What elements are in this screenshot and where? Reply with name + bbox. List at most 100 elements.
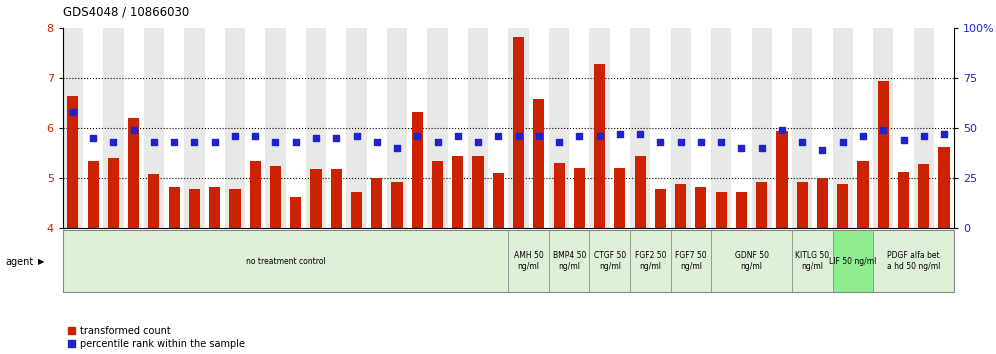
Bar bbox=[813, 28, 833, 228]
Bar bbox=[411, 112, 423, 228]
Text: ▶: ▶ bbox=[38, 257, 45, 267]
Bar bbox=[893, 28, 913, 228]
Text: LIF 50 ng/ml: LIF 50 ng/ml bbox=[830, 257, 876, 266]
Bar bbox=[306, 28, 326, 228]
Point bbox=[511, 133, 527, 139]
Bar bbox=[670, 28, 691, 228]
Bar bbox=[731, 28, 752, 228]
Bar bbox=[529, 28, 549, 228]
Point bbox=[794, 139, 810, 145]
Bar bbox=[817, 178, 828, 228]
Point bbox=[915, 133, 931, 139]
Text: FGF7 50
ng/ml: FGF7 50 ng/ml bbox=[675, 251, 706, 271]
Bar bbox=[245, 28, 265, 228]
Text: GDS4048 / 10866030: GDS4048 / 10866030 bbox=[63, 5, 189, 18]
Bar bbox=[128, 118, 139, 228]
Bar bbox=[347, 28, 367, 228]
Bar bbox=[590, 28, 610, 228]
Point bbox=[490, 133, 506, 139]
Point bbox=[531, 133, 547, 139]
Bar bbox=[164, 28, 184, 228]
Bar bbox=[367, 28, 386, 228]
Bar bbox=[736, 192, 747, 228]
Point bbox=[875, 127, 891, 133]
Bar bbox=[938, 147, 949, 228]
Bar bbox=[209, 187, 220, 228]
Point bbox=[835, 139, 851, 145]
Bar bbox=[711, 28, 731, 228]
Point bbox=[125, 127, 141, 133]
Bar bbox=[594, 64, 606, 228]
Legend: transformed count, percentile rank within the sample: transformed count, percentile rank withi… bbox=[68, 326, 245, 349]
Text: PDGF alfa bet
a hd 50 ng/ml: PDGF alfa bet a hd 50 ng/ml bbox=[887, 251, 940, 271]
Text: CTGF 50
ng/ml: CTGF 50 ng/ml bbox=[594, 251, 625, 271]
Bar bbox=[68, 96, 79, 228]
Bar bbox=[630, 28, 650, 228]
Bar bbox=[533, 99, 545, 228]
Bar bbox=[168, 187, 179, 228]
Bar bbox=[290, 197, 302, 228]
Point bbox=[227, 133, 243, 139]
Bar bbox=[108, 158, 119, 228]
Text: AMH 50
ng/ml: AMH 50 ng/ml bbox=[514, 251, 544, 271]
Bar bbox=[838, 184, 849, 228]
Point bbox=[612, 131, 627, 137]
Bar bbox=[918, 164, 929, 228]
Bar bbox=[772, 28, 792, 228]
Bar bbox=[756, 182, 767, 228]
Bar bbox=[189, 189, 200, 228]
Bar bbox=[792, 28, 813, 228]
Bar bbox=[858, 161, 869, 228]
Bar bbox=[634, 156, 645, 228]
Bar bbox=[311, 169, 322, 228]
Bar bbox=[715, 192, 727, 228]
Bar bbox=[432, 161, 443, 228]
Point bbox=[470, 139, 486, 145]
Point bbox=[369, 139, 384, 145]
Point bbox=[329, 136, 345, 141]
Bar bbox=[873, 230, 954, 292]
Bar bbox=[184, 28, 204, 228]
Bar bbox=[873, 28, 893, 228]
Point bbox=[106, 139, 122, 145]
Bar bbox=[513, 37, 524, 228]
Bar bbox=[488, 28, 508, 228]
Point bbox=[652, 139, 668, 145]
Bar bbox=[549, 230, 590, 292]
Point bbox=[672, 139, 688, 145]
Bar bbox=[391, 182, 402, 228]
Point bbox=[754, 145, 770, 151]
Bar bbox=[124, 28, 143, 228]
Bar bbox=[83, 28, 104, 228]
Point bbox=[409, 133, 425, 139]
Bar bbox=[549, 28, 570, 228]
Point bbox=[65, 109, 81, 115]
Bar bbox=[372, 178, 382, 228]
Point bbox=[936, 131, 952, 137]
Bar bbox=[508, 28, 529, 228]
Point bbox=[308, 136, 324, 141]
Bar bbox=[590, 230, 630, 292]
Bar bbox=[913, 28, 934, 228]
Point bbox=[207, 139, 223, 145]
Bar bbox=[670, 230, 711, 292]
Point bbox=[733, 145, 749, 151]
Point bbox=[146, 139, 162, 145]
Bar bbox=[752, 28, 772, 228]
Bar bbox=[225, 28, 245, 228]
Point bbox=[774, 127, 790, 133]
Text: KITLG 50
ng/ml: KITLG 50 ng/ml bbox=[795, 251, 830, 271]
Bar bbox=[427, 28, 447, 228]
Point bbox=[186, 139, 202, 145]
Point bbox=[166, 139, 182, 145]
Point bbox=[450, 133, 466, 139]
Bar bbox=[650, 28, 670, 228]
Text: GDNF 50
ng/ml: GDNF 50 ng/ml bbox=[735, 251, 769, 271]
Bar bbox=[777, 131, 788, 228]
Bar bbox=[833, 28, 853, 228]
Bar bbox=[695, 187, 706, 228]
Bar bbox=[386, 28, 407, 228]
Bar bbox=[351, 192, 363, 228]
Point bbox=[693, 139, 709, 145]
Bar bbox=[853, 28, 873, 228]
